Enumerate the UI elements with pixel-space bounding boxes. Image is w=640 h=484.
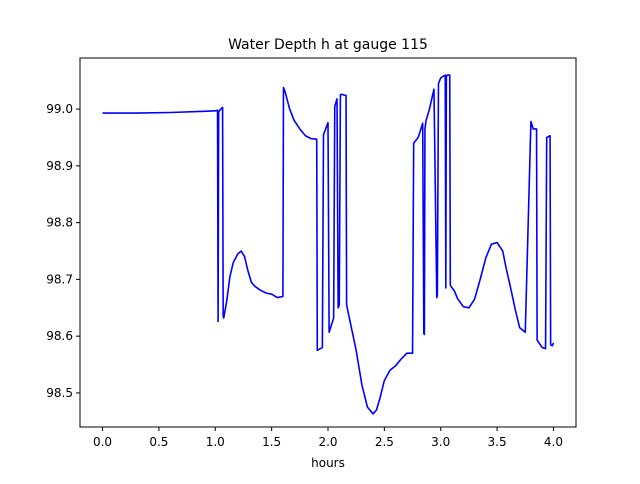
- y-tick-label: 98.7: [46, 272, 73, 286]
- x-tick-label: 3.0: [431, 435, 450, 449]
- y-axis: 98.5 98.6 98.7 98.8 98.9 99.0: [46, 102, 80, 400]
- x-axis-label: hours: [311, 456, 345, 470]
- y-tick-label: 98.5: [46, 386, 73, 400]
- plot-area: [79, 57, 577, 428]
- x-tick-label: 2.5: [375, 435, 394, 449]
- y-tick-label: 98.9: [46, 159, 73, 173]
- x-tick-label: 3.5: [488, 435, 507, 449]
- x-tick-label: 0.5: [149, 435, 168, 449]
- chart-title: Water Depth h at gauge 115: [228, 37, 428, 53]
- series-line: [102, 74, 555, 415]
- x-axis: 0.0 0.5 1.0 1.5 2.0 2.5 3.0 3.5 4.0: [93, 427, 563, 449]
- x-tick-label: 4.0: [544, 435, 563, 449]
- x-tick-label: 2.0: [318, 435, 337, 449]
- x-tick-label: 1.5: [262, 435, 281, 449]
- y-tick-label: 98.6: [46, 329, 73, 343]
- x-tick-label: 1.0: [206, 435, 225, 449]
- x-tick-label: 0.0: [93, 435, 112, 449]
- y-tick-label: 98.8: [46, 216, 73, 230]
- y-tick-label: 99.0: [46, 102, 73, 116]
